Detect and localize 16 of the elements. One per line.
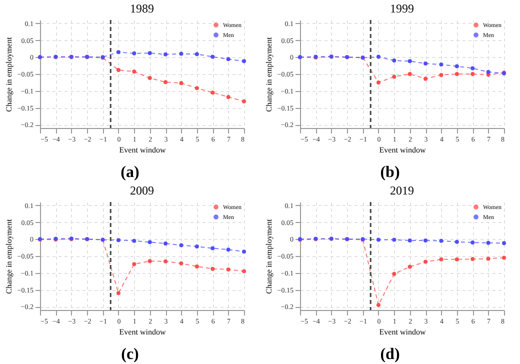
text: (b)	[379, 163, 401, 182]
x-axis-title: Event window	[119, 328, 166, 336]
text: (c)	[120, 345, 140, 364]
chart-title: 1999	[390, 1, 414, 16]
text: (a)	[120, 163, 140, 182]
y-axis-title: Change in employment	[4, 36, 14, 112]
y-axis-title: Change in employment	[4, 218, 14, 294]
y-axis-title: Change in employment	[264, 36, 274, 112]
chart-title: 2009	[130, 183, 154, 198]
chart-title: 2019	[390, 183, 414, 198]
y-axis-title: Change in employment	[264, 218, 274, 294]
chart-title: 1989	[130, 1, 154, 16]
x-axis-title: Event window	[119, 146, 166, 154]
text: (d)	[379, 345, 401, 364]
x-axis-title: Event window	[379, 328, 426, 336]
x-axis-title: Event window	[379, 146, 426, 154]
